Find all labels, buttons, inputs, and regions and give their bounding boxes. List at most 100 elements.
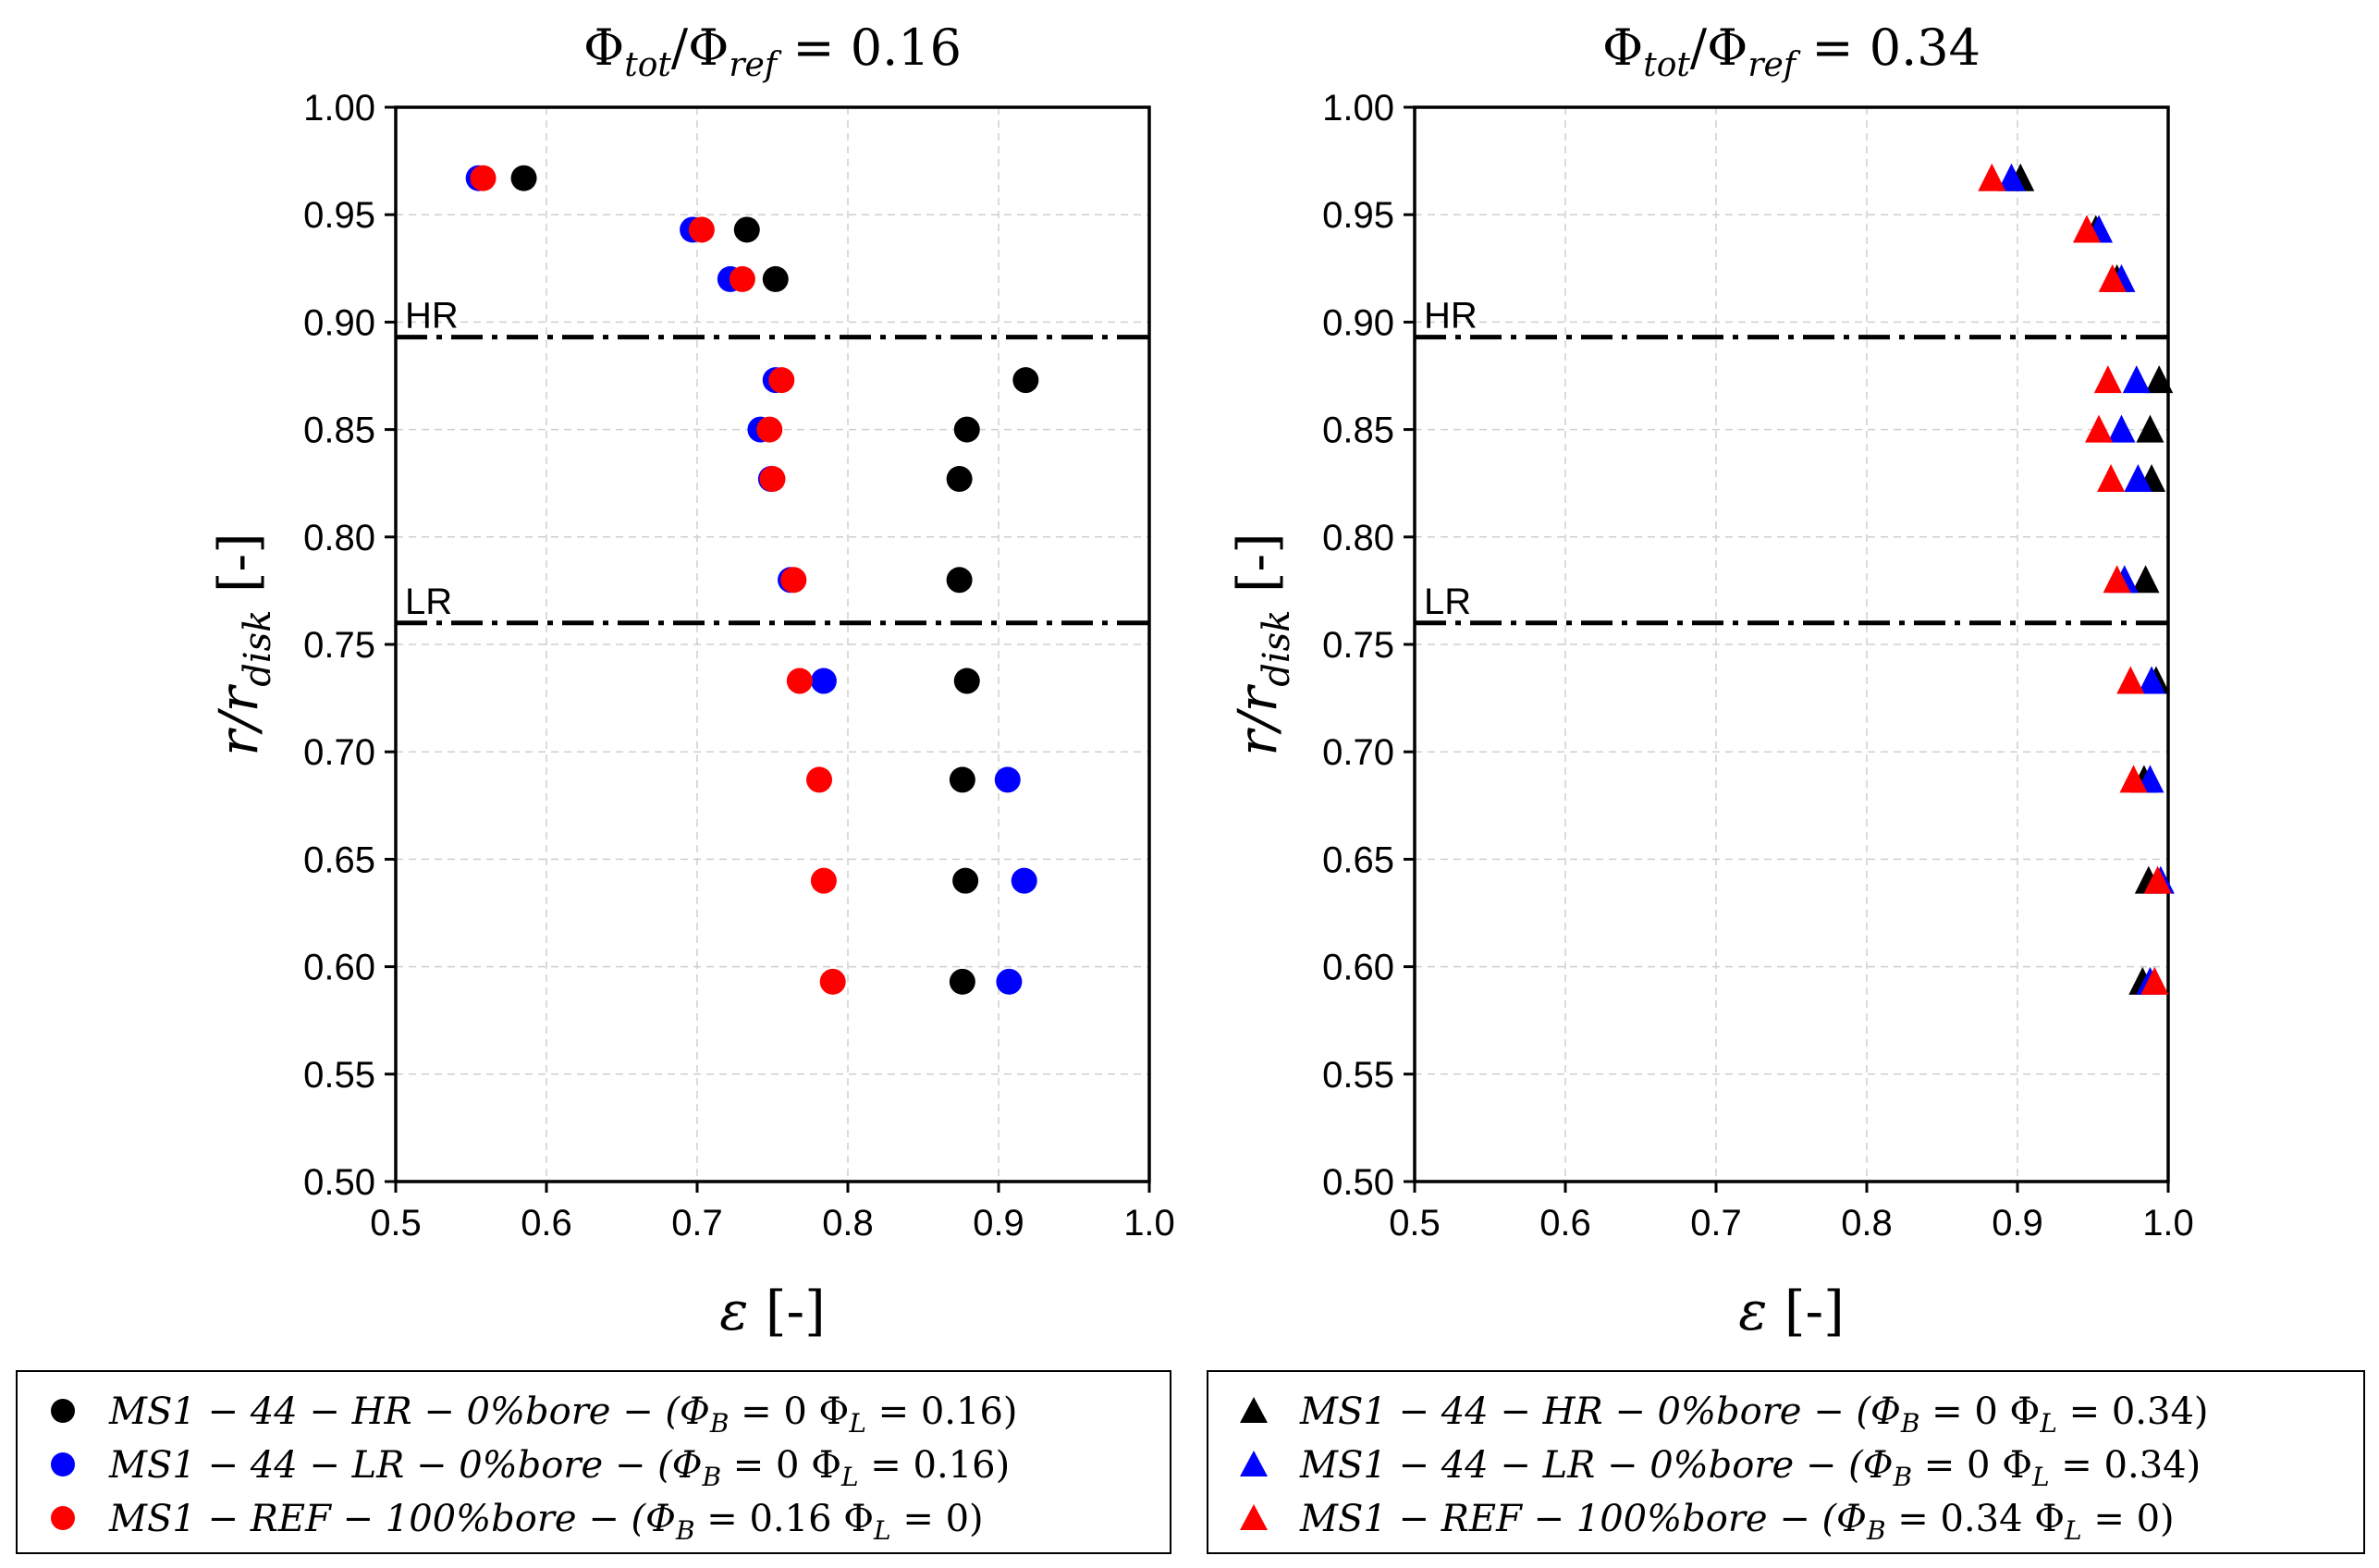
data-point: [2085, 414, 2114, 443]
y-tick-label: 0.85: [1322, 410, 1394, 451]
data-point: [786, 668, 813, 694]
data-point: [2136, 414, 2164, 443]
y-tick-label: 0.70: [303, 732, 375, 773]
y-tick-label: 0.85: [303, 410, 375, 451]
y-tick-label: 0.55: [1322, 1055, 1394, 1096]
x-axis-label: ε [-]: [1738, 1280, 1844, 1342]
data-point: [2116, 666, 2145, 694]
data-point: [2098, 263, 2127, 292]
reference-label-hr: HR: [1424, 296, 1478, 337]
data-point: [2124, 464, 2152, 493]
legend-marker: [51, 1506, 75, 1530]
data-point: [953, 668, 980, 694]
y-tick-label: 0.65: [303, 839, 375, 880]
data-point: [688, 216, 715, 243]
right-legend: MS1 − 44 − HR − 0%bore − (ΦB = 0 ΦL = 0.…: [1207, 1370, 2365, 1554]
data-point: [2145, 365, 2174, 394]
series-0: [2006, 163, 2174, 995]
y-tick-label: 0.90: [1322, 302, 1394, 343]
data-point: [994, 766, 1021, 793]
legend-entry: MS1 − 44 − HR − 0%bore − (ΦB = 0 ΦL = 0.…: [1299, 1390, 2209, 1439]
data-point: [2122, 365, 2151, 394]
data-point: [510, 165, 537, 191]
chart-title: Φtot/Φref = 0.34: [1602, 18, 1980, 84]
x-tick-label: 0.9: [973, 1203, 1024, 1243]
y-tick-label: 0.75: [303, 625, 375, 666]
data-point: [2072, 214, 2101, 243]
data-point: [2097, 464, 2126, 493]
data-point: [2093, 365, 2122, 394]
legend-entry: MS1 − 44 − LR − 0%bore − (ΦB = 0 ΦL = 0.…: [108, 1444, 1010, 1492]
data-point: [2107, 414, 2136, 443]
x-tick-label: 0.8: [1841, 1203, 1893, 1243]
data-point: [2103, 565, 2131, 594]
left-panel: 0.5 0.6 0.7 0.8 0.9 1.0 0.50 0.55 0.60 0.65 0.70 0.…: [207, 18, 1175, 1342]
x-tick-label: 0.9: [1992, 1203, 2043, 1243]
data-point: [949, 766, 975, 793]
data-point: [1012, 367, 1039, 394]
data-point: [2143, 865, 2172, 894]
data-point: [1997, 163, 2026, 191]
data-point: [819, 968, 846, 995]
data-point: [768, 367, 795, 394]
legend-box: [16, 1370, 1171, 1554]
legend-entry: MS1 − REF − 100%bore − (ΦB = 0.16 ΦL = 0…: [108, 1498, 984, 1546]
y-tick-label: 0.50: [303, 1162, 375, 1203]
legend-marker: [51, 1452, 75, 1476]
data-point: [952, 867, 979, 894]
x-tick-label: 0.7: [1690, 1203, 1742, 1243]
y-tick-label: 0.70: [1322, 732, 1394, 773]
y-tick-label: 0.80: [303, 518, 375, 558]
y-axis-label: r/rdisk [-]: [1226, 533, 1298, 755]
data-point: [2131, 565, 2160, 594]
data-point: [759, 466, 786, 493]
x-tick-label: 0.6: [1539, 1203, 1591, 1243]
data-point: [2119, 765, 2148, 793]
y-tick-label: 0.65: [1322, 839, 1394, 880]
reference-label-hr: HR: [405, 296, 459, 337]
x-axis-label: ε [-]: [719, 1280, 825, 1342]
x-tick-label: 0.7: [671, 1203, 723, 1243]
y-tick-label: 0.80: [1322, 518, 1394, 558]
legend-box: [1207, 1370, 2365, 1554]
data-point: [996, 968, 1023, 995]
x-tick-label: 0.5: [1389, 1203, 1441, 1243]
y-tick-label: 1.00: [303, 88, 375, 129]
y-tick-label: 0.60: [1322, 948, 1394, 988]
data-point: [780, 567, 807, 594]
y-tick-label: 0.55: [303, 1055, 375, 1096]
legend-marker: [1240, 1397, 1268, 1423]
reference-label-lr: LR: [405, 582, 452, 622]
y-tick-label: 0.60: [303, 948, 375, 988]
data-point: [1978, 163, 2006, 191]
legend-marker: [1240, 1451, 1268, 1476]
legend-marker: [51, 1399, 75, 1423]
legend-entry: MS1 − 44 − HR − 0%bore − (ΦB = 0 ΦL = 0.…: [108, 1390, 1018, 1439]
y-tick-label: 0.95: [1322, 195, 1394, 236]
data-point: [756, 416, 783, 443]
y-tick-label: 0.75: [1322, 625, 1394, 666]
data-point: [806, 766, 833, 793]
data-point: [2138, 666, 2166, 694]
data-point: [470, 165, 497, 191]
chart-title: Φtot/Φref = 0.16: [583, 18, 962, 84]
data-point: [729, 265, 755, 292]
data-point: [949, 968, 975, 995]
y-tick-label: 0.50: [1322, 1162, 1394, 1203]
data-point: [810, 867, 837, 894]
right-panel: 0.5 0.6 0.7 0.8 0.9 1.0 0.50 0.55 0.60 0.65 0.70 0.…: [1226, 18, 2194, 1342]
data-point: [1011, 867, 1037, 894]
reference-label-lr: LR: [1424, 582, 1471, 622]
x-tick-label: 1.0: [1123, 1203, 1175, 1243]
x-tick-label: 1.0: [2142, 1203, 2194, 1243]
legend-entry: MS1 − 44 − LR − 0%bore − (ΦB = 0 ΦL = 0.…: [1299, 1444, 2201, 1492]
y-axis-label: r/rdisk [-]: [207, 533, 279, 755]
left-legend: MS1 − 44 − HR − 0%bore − (ΦB = 0 ΦL = 0.…: [16, 1370, 1171, 1554]
x-tick-label: 0.8: [822, 1203, 874, 1243]
data-point: [762, 265, 789, 292]
data-point: [733, 216, 760, 243]
series-2: [470, 165, 846, 995]
data-point: [810, 668, 837, 694]
series-2: [1978, 163, 2172, 995]
